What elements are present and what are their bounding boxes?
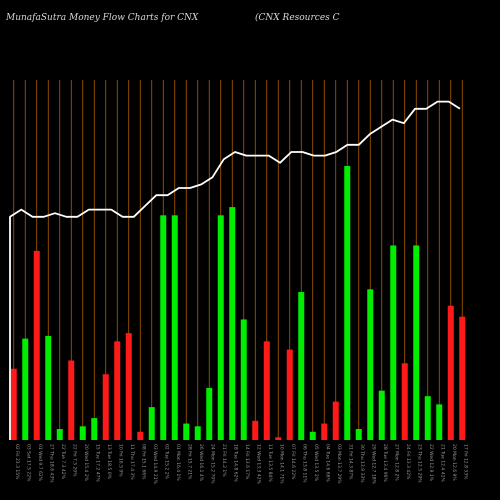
money-flow-bar — [45, 335, 52, 440]
money-flow-bar — [125, 333, 132, 440]
x-tick-label: 03 Mon 13.7 29% — [336, 444, 342, 484]
x-tick-label: 29 Wed 12.7 18% — [370, 444, 376, 485]
x-tick-label: 08 Fri 15.1 66% — [140, 444, 146, 480]
x-tick-label: 03 Wed 14.9 21% — [152, 444, 158, 485]
money-flow-bar — [378, 390, 385, 440]
x-tick-labels: 02 Fri 23.3 15% 03 Sat 17.5 22% 01 Wed 9.7… — [14, 444, 469, 485]
x-tick-label: 11 Thu 17.4 3% — [129, 444, 135, 480]
x-tick-label: 02 Fri 23.3 15% — [14, 444, 20, 480]
x-tick-label: 17 Fri 12.8 33% — [462, 444, 468, 480]
x-tick-label: 26 Wed 16.1 4% — [198, 444, 204, 482]
x-tick-label: 20 Wed 15.4 2% — [83, 444, 89, 482]
money-flow-bar — [332, 401, 339, 440]
money-flow-bar — [102, 374, 109, 440]
x-tick-label: 15 Tue 17.2 47% — [94, 444, 100, 482]
money-flow-bar — [286, 349, 293, 440]
x-tick-label: 12 Wed 13.3 42% — [255, 444, 261, 485]
gridlines — [13, 80, 463, 440]
money-flow-bar — [436, 404, 443, 440]
money-flow-bar — [298, 292, 305, 440]
money-flow-bar — [10, 368, 17, 440]
x-tick-label: 22 Fri 7.5 20% — [71, 444, 77, 477]
money-flow-bar — [22, 338, 29, 440]
x-tick-label: 24 Mon 15.2 70% — [209, 444, 215, 484]
x-tick-label: 07 Fri 14.6 22% — [290, 444, 296, 480]
x-tick-label: 10 Fri 16.5 9% — [117, 444, 123, 477]
x-tick-label: 05 Wed 13.5 2% — [313, 444, 319, 482]
money-flow-bar — [33, 250, 40, 440]
x-tick-label: 04 Tue 14.6 66% — [324, 444, 330, 482]
money-flow-bar — [160, 215, 167, 440]
money-flow-bar — [424, 396, 431, 440]
money-flow-bar — [229, 207, 236, 440]
x-tick-label: 27 Thu 18.6 43% — [48, 444, 54, 483]
chart-title-left: MunafaSutra Money Flow Charts for CNX — [6, 13, 199, 23]
money-flow-bar — [194, 426, 201, 440]
money-flow-bar — [447, 305, 454, 440]
money-flow-bar — [114, 341, 121, 440]
money-flow-bar — [275, 437, 282, 440]
money-flow-bar — [137, 431, 144, 440]
x-tick-label: 18 Tue 14.8 62% — [232, 444, 238, 482]
money-flow-bar — [252, 420, 259, 440]
money-flow-bar — [309, 431, 316, 440]
money-flow-bar — [148, 407, 155, 440]
money-flow-bar — [401, 363, 408, 440]
money-flow-bar — [413, 245, 420, 440]
money-flow-bar — [367, 289, 374, 440]
x-tick-label: 21 Tue 12.4 41% — [439, 444, 445, 482]
money-flow-bar — [91, 418, 98, 440]
money-flow-bar — [171, 215, 178, 440]
x-tick-label: 13 Tue 18.5 0% — [106, 444, 112, 480]
money-flow-bar — [355, 429, 362, 440]
x-tick-label: 24 Fri 13.3 42% — [405, 444, 411, 480]
x-tick-label: 03 Sat 17.5 22% — [25, 444, 31, 482]
money-flow-bar — [56, 429, 63, 440]
money-flow-bar — [263, 341, 270, 440]
money-flow-bar — [344, 166, 351, 440]
x-tick-label: 31 Fri 14.3 87% — [347, 444, 353, 480]
x-tick-label: 27 Mon 12.8 2% — [393, 444, 399, 481]
money-flow-bar — [459, 316, 466, 440]
x-tick-label: 21 Fri 14.2 1% — [221, 444, 227, 477]
money-flow-bar — [79, 426, 86, 440]
x-tick-label: 11 Tue 13.5 84% — [267, 444, 273, 482]
money-flow-bar — [206, 387, 213, 440]
money-flow-bar — [217, 215, 224, 440]
money-flow-bars — [10, 166, 466, 440]
x-tick-label: 01 Mon 16.4 1% — [175, 444, 181, 481]
x-tick-label: 28 Fri 15.7 21% — [186, 444, 192, 480]
x-tick-label: 02 Tue 15.2 2% — [163, 444, 169, 480]
price-line-path — [9, 100, 461, 440]
x-tick-label: 22 Tue 7.3 42% — [60, 444, 66, 480]
money-flow-bar — [390, 245, 397, 440]
x-tick-label: 20 Mon 12.6 9% — [451, 444, 457, 481]
x-tick-label: 23 Thu 12.5 29% — [416, 444, 422, 483]
x-tick-label: 10 Mon 14.1 71% — [278, 444, 284, 484]
chart-title-right: (CNX Resources C — [255, 13, 340, 23]
x-tick-label: 14 Fri 13.6 17% — [244, 444, 250, 480]
money-flow-bar — [68, 360, 75, 440]
x-tick-label: 01 Wed 9.7 62% — [37, 444, 43, 482]
money-flow-bar — [183, 423, 190, 440]
x-tick-label: 22 Wed 12.9 1% — [428, 444, 434, 482]
price-line — [9, 100, 461, 440]
x-tick-label: 06 Thu 13.8 11% — [301, 444, 307, 483]
x-tick-label: 30 Thu 13.9 33% — [359, 444, 365, 483]
x-tick-label: 28 Tue 13.4 96% — [382, 444, 388, 482]
money-flow-bar — [240, 319, 247, 440]
money-flow-bar — [321, 423, 328, 440]
